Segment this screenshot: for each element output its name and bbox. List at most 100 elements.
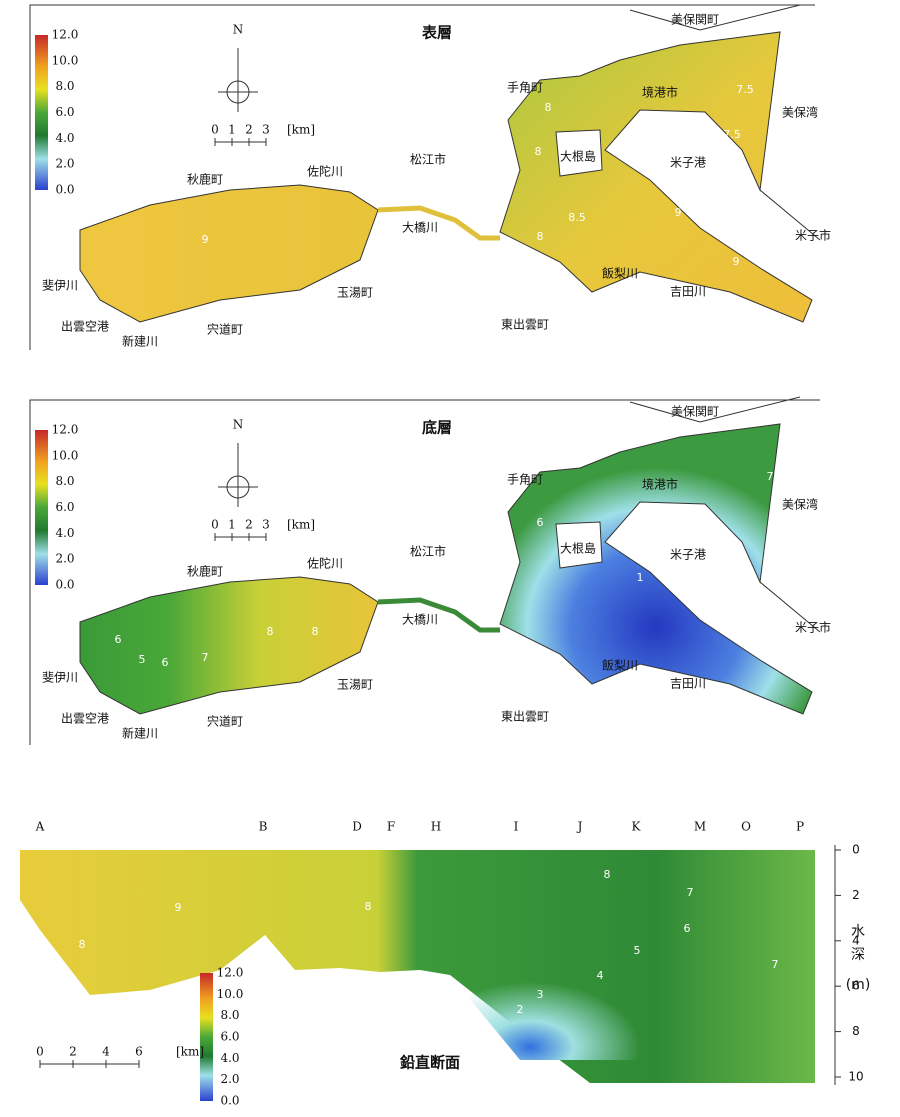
compass-cross [218,48,258,112]
place-label: 飯梨川 [602,266,638,281]
place-label: 松江市 [410,152,446,167]
place-label: 佐陀川 [307,556,343,571]
colorbar [200,973,213,1101]
lake-group [79,4,821,323]
island [555,521,603,569]
place-label: 米子港 [670,156,706,170]
contour-label: 8 [604,868,611,881]
place-label: 秋鹿町 [187,564,223,579]
place-label: 境港市 [642,477,678,492]
place-label: 大橋川 [402,613,438,627]
station-label: J [576,820,583,834]
contour-label: 7 [202,651,209,664]
scale-label: 0 [36,1045,44,1059]
scale-label: 3 [262,123,270,137]
panel-title: 表層 [422,24,452,42]
place-label: 新建川 [122,334,158,349]
place-label: 手角町 [507,473,543,487]
contour-label: 8 [535,145,542,158]
depth-tick-label: 10 [848,1070,863,1084]
place-label: 美保関町 [671,13,719,27]
contour-label: 9 [733,255,740,268]
contour-label: 8 [312,625,319,638]
contour-label: 5 [634,944,641,957]
lake-group [79,396,821,715]
river [377,205,500,241]
scale-label: 1 [228,518,236,532]
colorbar-label: 4.0 [55,526,74,540]
place-label: 斐伊川 [42,671,78,685]
colorbar-label: 4.0 [220,1051,239,1065]
scale-label: 0 [211,123,219,137]
island [555,129,603,177]
panel-frame [29,399,820,745]
contour-label: 2 [665,560,672,573]
colorbar-label: 10.0 [217,987,244,1001]
place-label: 手角町 [507,81,543,95]
colorbar-label: 2.0 [55,157,74,171]
section-title: 鉛直断面 [400,1054,460,1072]
place-label: 米子港 [670,548,706,562]
section-low [420,930,640,1060]
contour-label: 6 [537,516,544,529]
scale-label: 0 [211,518,219,532]
river [377,597,500,633]
scale-label: 3 [262,518,270,532]
place-label: 吉田川 [670,285,706,299]
panel-title: 底層 [422,419,452,437]
scale-label: 2 [245,123,253,137]
scale-label: 1 [228,123,236,137]
place-label: 斐伊川 [42,279,78,293]
place-label: 宍道町 [207,322,243,337]
station-label: I [514,820,519,834]
place-label: 出雲空港 [61,712,109,726]
compass-cross [218,443,258,507]
station-label: A [35,820,45,834]
station-label: O [741,820,751,834]
colorbar-label: 8.0 [220,1008,239,1022]
contour-label: 6 [115,633,122,646]
colorbar-label: 2.0 [55,552,74,566]
contour-label: 3 [537,988,544,1001]
colorbar-label: 8.0 [55,474,74,488]
place-label: 新建川 [122,726,158,741]
contour-label: 1 [687,598,694,611]
place-label: 美保湾 [782,105,818,120]
lake-west [79,184,379,323]
lake-west [79,576,379,715]
contour-label: 8.5 [568,211,586,224]
compass-n: N [233,418,244,432]
depth-tick-label: 4 [852,933,860,947]
contour-label: 6 [162,656,169,669]
contour-label: 9 [175,901,182,914]
colorbar-label: 2.0 [220,1072,239,1086]
lakes [20,4,821,1083]
colorbar-label: 6.0 [55,500,74,514]
station-label: H [431,820,441,834]
contour-label: 7.5 [736,83,754,96]
contour-label: 9 [202,233,209,246]
station-label: P [796,820,804,834]
colorbar [35,35,48,190]
place-label: 大根島 [560,541,596,556]
contour-label: 1 [637,571,644,584]
colorbar-label: 6.0 [220,1030,239,1044]
place-label: 宍道町 [207,714,243,729]
scale-label: 4 [102,1045,110,1059]
contour-label: 7 [767,470,774,483]
place-label: 松江市 [410,544,446,559]
scale-label: [km] [287,123,315,137]
place-label: 出雲空港 [61,320,109,334]
contour-label: 8 [365,900,372,913]
depth-tick-label: 6 [852,979,860,993]
place-label: 秋鹿町 [187,172,223,187]
contour-label: 8 [537,230,544,243]
lake-east [499,423,813,715]
scale-bar [214,138,267,146]
colorbar-label: 8.0 [55,79,74,93]
colorbar-label: 0.0 [55,183,74,197]
colorbar-label: 0.0 [220,1094,239,1108]
contour-label: 7 [687,886,694,899]
place-label: 美保関町 [671,405,719,419]
